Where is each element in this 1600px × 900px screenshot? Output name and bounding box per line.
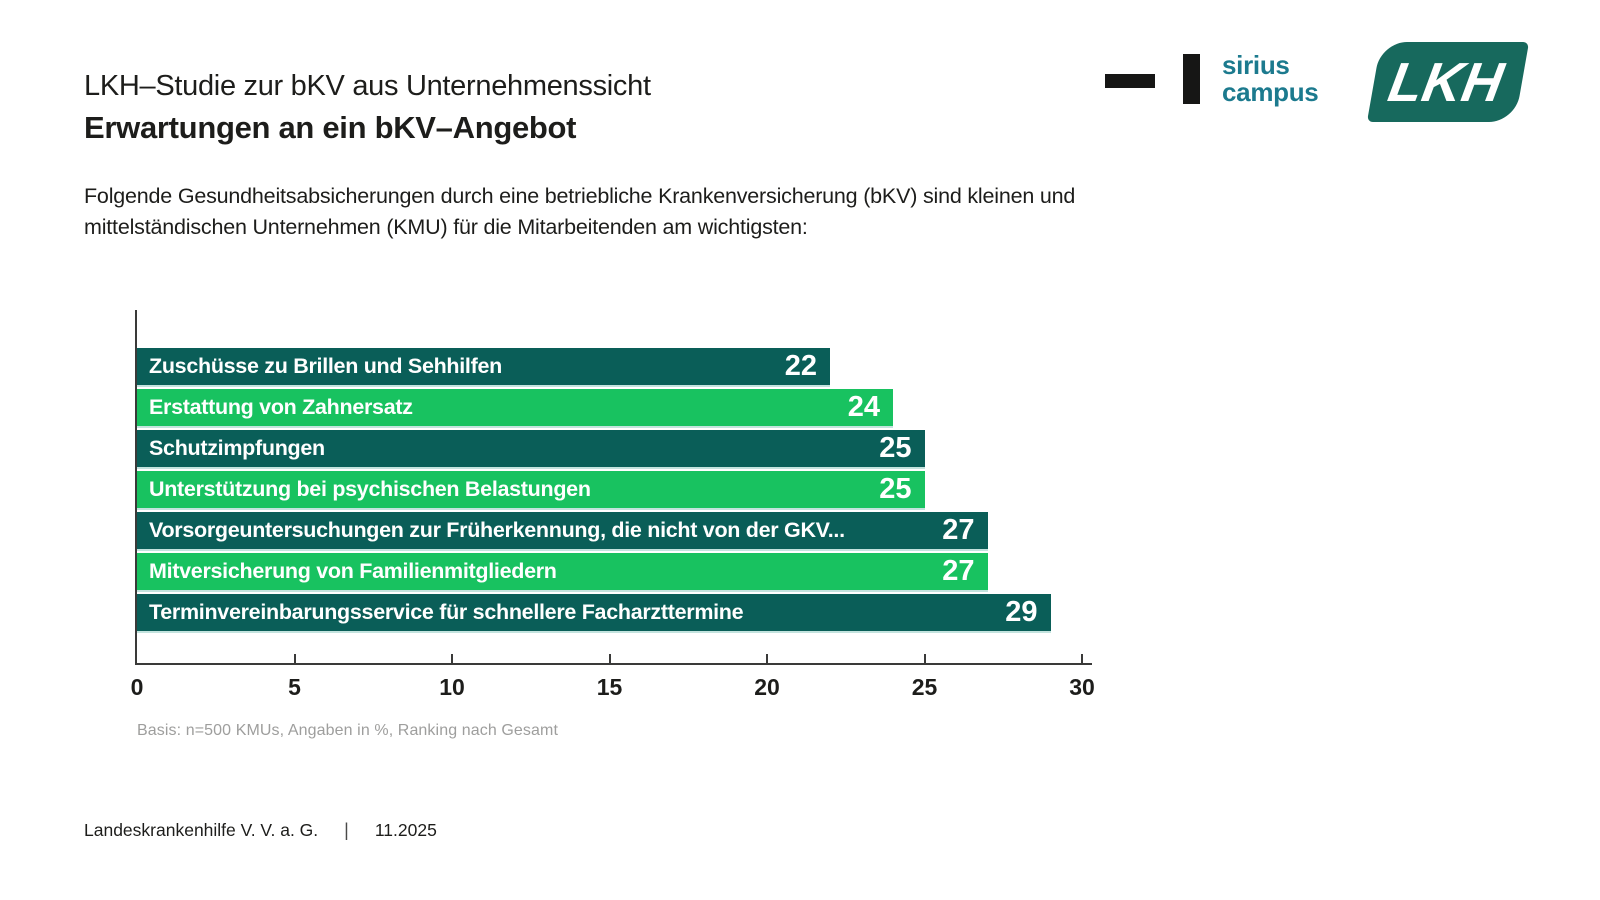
x-tick-label: 15: [596, 674, 623, 700]
footer-separator: |: [344, 820, 349, 840]
x-tick-mark: [1081, 654, 1083, 663]
x-tick-label: 25: [911, 674, 938, 700]
bar-value-label: 25: [879, 473, 912, 505]
sirius-word: sirius: [1222, 50, 1290, 80]
bar-row: Erstattung von Zahnersatz 24: [137, 389, 1051, 426]
bar-category-label: Schutzimpfungen: [149, 436, 325, 460]
bar-category-label: Terminvereinbarungsservice für schneller…: [149, 600, 744, 624]
x-tick-mark: [766, 654, 768, 663]
x-tick-label: 5: [288, 674, 301, 700]
bar-value-label: 27: [942, 555, 975, 587]
x-tick-label: 10: [439, 674, 465, 700]
y-axis-line: [135, 310, 137, 665]
bar-row: Vorsorgeuntersuchungen zur Früherkennung…: [137, 512, 1051, 549]
bar: Schutzimpfungen 25: [137, 430, 925, 467]
sirius-campus-logo: sirius campus: [1105, 50, 1319, 107]
x-tick-mark: [608, 654, 611, 663]
slide-subtitle: LKH–Studie zur bKV aus Unternehmenssicht: [84, 70, 651, 102]
bar-category-label: Vorsorgeuntersuchungen zur Früherkennung…: [149, 518, 845, 542]
bar-row: Unterstützung bei psychischen Belastunge…: [137, 471, 1051, 508]
x-tick-label: 0: [130, 674, 144, 700]
bar-chart: Zuschüsse zu Brillen und Sehhilfen 22 Erst…: [131, 310, 1135, 720]
x-tick-mark: [451, 654, 453, 663]
sirius-dash-icon: [1105, 74, 1155, 88]
chart-basis-note: Basis: n=500 KMUs, Angaben in %, Ranking…: [137, 722, 558, 739]
bar-row: Mitversicherung von Familienmitgliedern 2…: [137, 553, 1051, 590]
sirius-campus-wordmark: sirius campus: [1222, 50, 1319, 107]
bar: Vorsorgeuntersuchungen zur Früherkennung…: [137, 512, 988, 549]
bar-value-label: 27: [942, 514, 975, 546]
lkh-wordmark: LKH: [1384, 50, 1509, 113]
bar-category-label: Erstattung von Zahnersatz: [149, 395, 413, 419]
bar: Erstattung von Zahnersatz 24: [137, 389, 893, 426]
bar: Mitversicherung von Familienmitgliedern 2…: [137, 553, 988, 590]
bar-row: Zuschüsse zu Brillen und Sehhilfen 22: [137, 348, 1051, 385]
slide-title: Erwartungen an ein bKV–Angebot: [84, 110, 577, 145]
bar-value-label: 25: [879, 432, 912, 464]
x-tick-mark: [293, 654, 296, 663]
bar-value-label: 22: [784, 350, 817, 382]
bar-row: Terminvereinbarungsservice für schneller…: [137, 594, 1051, 631]
x-tick-mark: [923, 654, 926, 663]
bar-row: Schutzimpfungen 25: [137, 430, 1051, 467]
bar-category-label: Zuschüsse zu Brillen und Sehhilfen: [149, 354, 502, 378]
bar: Unterstützung bei psychischen Belastunge…: [137, 471, 925, 508]
intro-paragraph: Folgende Gesundheitsabsicherungen durch …: [84, 184, 1076, 239]
bars-container: Zuschüsse zu Brillen und Sehhilfen 22 Erst…: [137, 348, 1051, 635]
bar-value-label: 24: [847, 391, 880, 423]
bar: Zuschüsse zu Brillen und Sehhilfen 22: [137, 348, 830, 385]
bar: Terminvereinbarungsservice für schneller…: [137, 594, 1051, 631]
footer-date: 11.2025: [374, 820, 437, 840]
x-tick-label: 20: [754, 674, 780, 700]
bar-value-label: 29: [1005, 596, 1038, 628]
lkh-logo: LKH: [1366, 42, 1530, 122]
x-axis-line: [135, 663, 1092, 665]
footer: Landeskrankenhilfe V. V. a. G. | 11.2025: [84, 820, 437, 841]
bar-category-label: Unterstützung bei psychischen Belastunge…: [149, 477, 591, 501]
x-tick-label: 30: [1069, 674, 1095, 700]
campus-word: campus: [1222, 77, 1319, 107]
footer-company: Landeskrankenhilfe V. V. a. G.: [84, 820, 319, 840]
bar-category-label: Mitversicherung von Familienmitgliedern: [149, 559, 557, 583]
sirius-bar-icon: [1183, 54, 1200, 104]
title-block: LKH–Studie zur bKV aus Unternehmenssicht…: [84, 68, 651, 148]
